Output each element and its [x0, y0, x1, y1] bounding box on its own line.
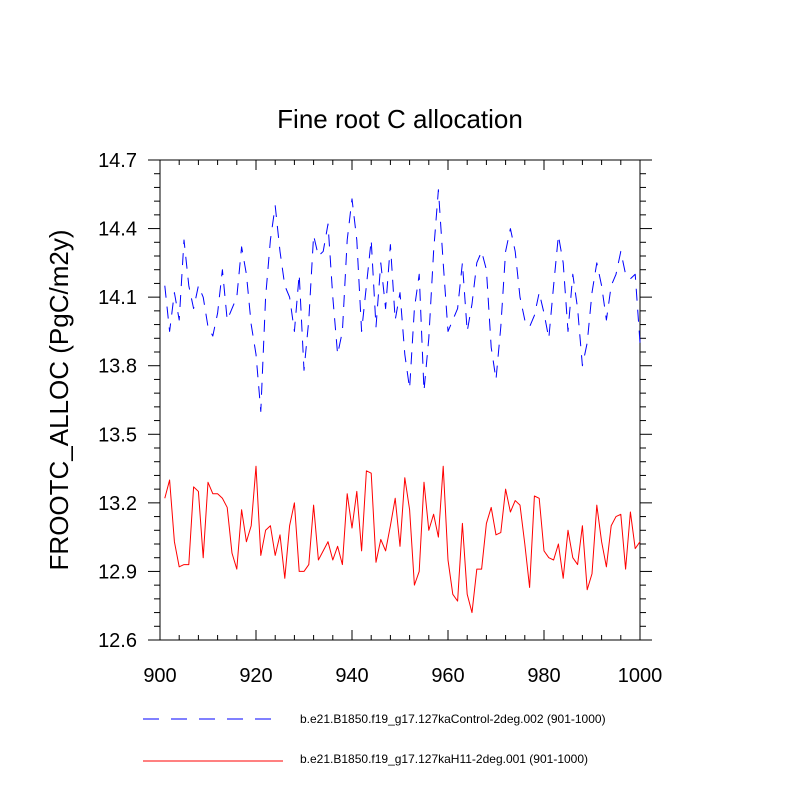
y-tick-label: 12.9: [98, 561, 137, 583]
legend-label-h11: b.e21.B1850.f19_g17.127kaH11-2deg.001 (9…: [300, 752, 588, 766]
plot-frame: [159, 159, 641, 641]
y-tick-label: 13.8: [98, 356, 137, 378]
y-tick-label: 12.6: [98, 630, 137, 652]
x-tick-label: 960: [431, 665, 464, 687]
x-tick-label: 920: [239, 665, 272, 687]
series-layer: [164, 189, 641, 614]
series-line-h11: [164, 465, 641, 614]
x-tick-label: 940: [335, 665, 368, 687]
x-tick-label: 1000: [618, 665, 663, 687]
y-tick-label: 13.2: [98, 493, 137, 515]
x-tick-label: 900: [143, 665, 176, 687]
legend: b.e21.B1850.f19_g17.127kaControl-2deg.00…: [143, 712, 606, 766]
y-tick-label: 14.4: [98, 219, 137, 241]
y-tick-label: 13.5: [98, 424, 137, 446]
y-tick-label: 14.7: [98, 150, 137, 172]
series-line-control: [164, 189, 641, 412]
y-tick-label: 14.1: [98, 287, 137, 309]
legend-label-control: b.e21.B1850.f19_g17.127kaControl-2deg.00…: [300, 712, 606, 726]
y-axis-label: FROOTC_ALLOC (PgC/m2y): [44, 230, 74, 571]
tick-labels: 900 920 940 960 980 1000 12.6 12.9 13.2 13.5 13.8 1…: [98, 150, 662, 687]
x-tick-label: 980: [527, 665, 560, 687]
axis-ticks: [148, 159, 652, 641]
chart-title: Fine root C allocation: [277, 104, 523, 134]
